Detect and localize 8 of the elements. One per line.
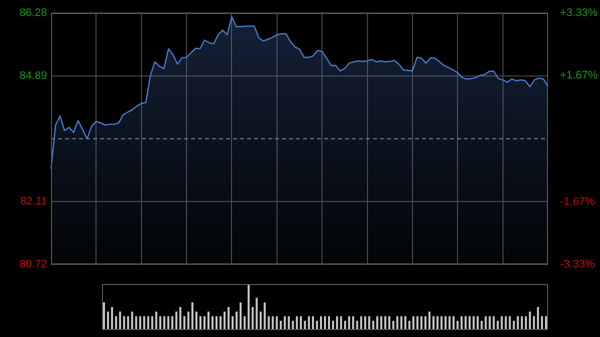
y2-tick-label: +1.67%: [560, 70, 598, 82]
y-tick-label: 84.89: [19, 70, 47, 82]
y-tick-label: 80.72: [19, 258, 47, 270]
y2-tick-label: -1.67%: [560, 196, 596, 208]
y2-tick-label: +3.33%: [560, 7, 598, 20]
y-tick-label: 86.28: [19, 7, 47, 20]
y-tick-label: 82.11: [20, 196, 47, 208]
y2-tick-label: -3.33%: [560, 258, 596, 270]
